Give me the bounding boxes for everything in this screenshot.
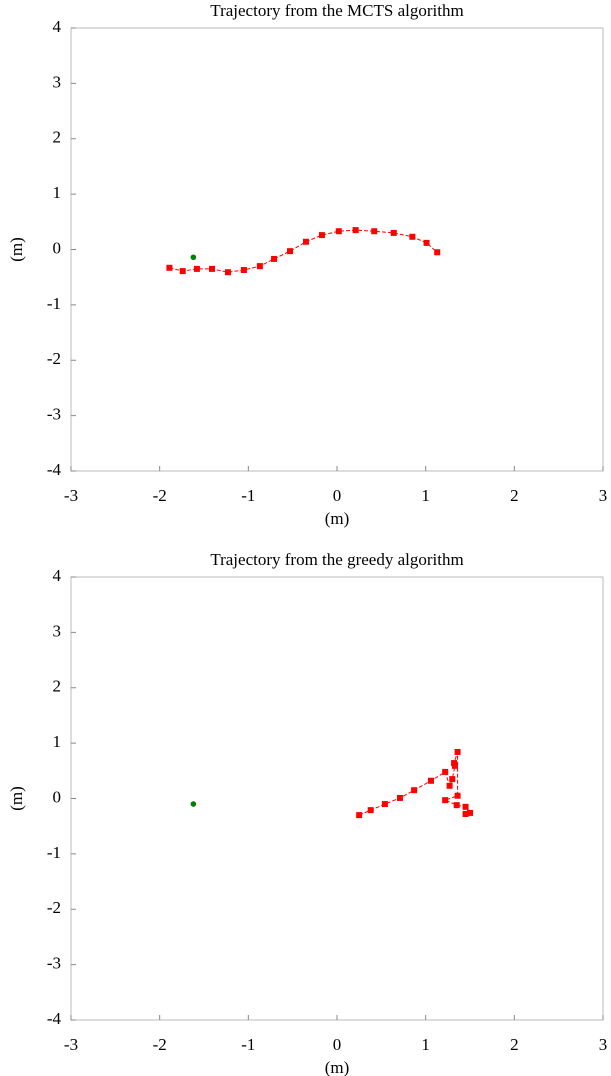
y-tick-label: 4 xyxy=(53,566,62,585)
x-axis-label: (m) xyxy=(325,509,350,528)
y-tick-label: 4 xyxy=(53,17,62,36)
chart-title: Trajectory from the MCTS algorithm xyxy=(210,1,463,20)
y-tick-label: 2 xyxy=(53,677,62,696)
y-tick-label: 3 xyxy=(53,72,62,91)
chart-title: Trajectory from the greedy algorithm xyxy=(210,550,463,569)
trajectory-point xyxy=(446,782,453,789)
trajectory-point xyxy=(442,797,449,804)
goal-point xyxy=(190,801,197,807)
trajectory-point xyxy=(193,265,200,272)
y-tick-label: -4 xyxy=(47,460,62,479)
trajectory-point xyxy=(462,811,469,818)
trajectory-point xyxy=(453,802,460,809)
trajectory-point xyxy=(318,232,325,239)
trajectory-point xyxy=(240,266,247,273)
goal-point xyxy=(190,254,197,261)
trajectory-point xyxy=(454,792,461,799)
x-tick-label: -1 xyxy=(241,486,255,505)
trajectory-point xyxy=(208,265,215,272)
trajectory-point xyxy=(427,777,434,784)
x-tick-label: 3 xyxy=(599,1035,608,1054)
trajectory-point xyxy=(423,239,430,246)
trajectory-point xyxy=(179,268,186,275)
trajectory-point xyxy=(451,760,458,767)
trajectory-point xyxy=(442,768,449,775)
trajectory-point xyxy=(467,809,473,816)
y-tick-label: -2 xyxy=(47,349,61,368)
x-tick-label: -1 xyxy=(241,1035,255,1054)
y-axis-label: (m) xyxy=(7,237,26,262)
trajectory-point xyxy=(462,803,469,810)
trajectory-line xyxy=(169,229,438,273)
x-tick-label: 0 xyxy=(333,486,342,505)
y-tick-label: -3 xyxy=(47,954,61,973)
y-axis-label: (m) xyxy=(7,786,26,811)
trajectory-point xyxy=(287,248,294,255)
y-tick-label: -1 xyxy=(47,843,61,862)
x-axis-label: (m) xyxy=(325,1058,350,1076)
trajectory-point xyxy=(367,807,374,814)
trajectory-point xyxy=(356,812,363,819)
trajectory-point xyxy=(256,263,263,270)
plot-frame xyxy=(70,27,604,472)
trajectory-point xyxy=(434,249,441,256)
trajectory-point xyxy=(224,269,231,276)
x-tick-label: -3 xyxy=(64,486,78,505)
y-tick-label: -4 xyxy=(47,1009,62,1028)
x-tick-label: 3 xyxy=(599,486,608,505)
x-tick-label: -3 xyxy=(64,1035,78,1054)
y-tick-label: 1 xyxy=(53,183,62,202)
y-tick-label: 3 xyxy=(53,621,62,640)
plot-frame xyxy=(70,576,604,1021)
trajectory-point xyxy=(271,255,278,262)
x-tick-label: 1 xyxy=(421,486,430,505)
y-tick-label: 1 xyxy=(53,732,62,751)
x-tick-label: 2 xyxy=(510,486,519,505)
trajectory-point xyxy=(409,233,416,240)
trajectory-point xyxy=(396,794,403,801)
trajectory-point xyxy=(454,748,461,755)
trajectory-point xyxy=(381,801,388,808)
x-tick-label: 2 xyxy=(510,1035,519,1054)
trajectory-point xyxy=(335,228,342,235)
trajectory-point xyxy=(449,776,456,783)
trajectory-point xyxy=(302,238,309,245)
x-tick-label: 0 xyxy=(333,1035,342,1054)
y-tick-label: 0 xyxy=(53,238,62,257)
x-tick-label: -2 xyxy=(153,1035,167,1054)
y-tick-label: 0 xyxy=(53,787,62,806)
y-tick-label: -3 xyxy=(47,405,61,424)
trajectory-point xyxy=(166,264,173,271)
trajectory-point xyxy=(411,787,418,794)
trajectory-point xyxy=(371,228,378,235)
x-tick-label: -2 xyxy=(153,486,167,505)
trajectory-point xyxy=(352,227,359,234)
y-tick-label: -1 xyxy=(47,294,61,313)
y-tick-label: -2 xyxy=(47,898,61,917)
y-tick-label: 2 xyxy=(53,128,62,147)
x-tick-label: 1 xyxy=(421,1035,430,1054)
trajectory-point xyxy=(390,229,397,236)
